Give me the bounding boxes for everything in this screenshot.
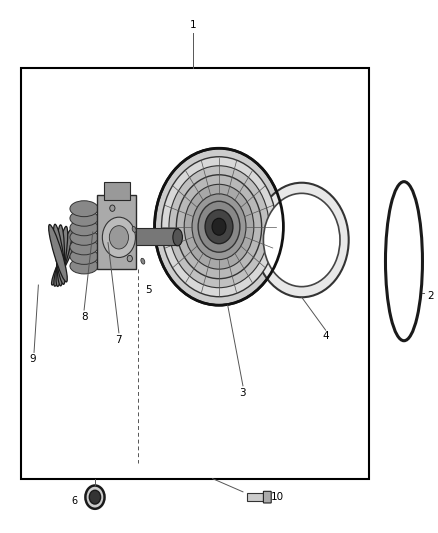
Circle shape (155, 148, 283, 305)
Ellipse shape (173, 229, 183, 246)
Ellipse shape (54, 229, 73, 286)
Text: 10: 10 (271, 492, 284, 502)
Text: 3: 3 (240, 387, 246, 398)
Text: 2: 2 (427, 290, 434, 301)
Ellipse shape (56, 227, 68, 286)
Circle shape (127, 255, 132, 262)
Ellipse shape (57, 225, 64, 286)
Text: 8: 8 (81, 312, 88, 322)
Circle shape (212, 218, 226, 235)
Ellipse shape (141, 259, 145, 264)
Circle shape (263, 193, 340, 287)
Circle shape (102, 217, 135, 257)
Text: 1: 1 (190, 20, 196, 30)
Ellipse shape (52, 232, 78, 285)
Ellipse shape (70, 239, 98, 255)
Ellipse shape (70, 229, 98, 245)
Circle shape (162, 157, 276, 297)
Ellipse shape (70, 211, 98, 226)
Circle shape (110, 225, 128, 249)
FancyBboxPatch shape (263, 491, 271, 503)
Ellipse shape (132, 227, 136, 232)
Text: 9: 9 (29, 354, 36, 364)
Text: 6: 6 (71, 496, 78, 506)
Ellipse shape (70, 248, 98, 264)
Ellipse shape (70, 201, 98, 216)
Text: 4: 4 (322, 332, 329, 342)
Bar (104, 182, 130, 200)
Ellipse shape (70, 258, 98, 274)
Bar (21, 68, 369, 479)
FancyBboxPatch shape (247, 494, 265, 501)
Text: 5: 5 (145, 285, 152, 295)
Ellipse shape (49, 224, 67, 282)
Circle shape (177, 175, 261, 279)
Circle shape (89, 490, 101, 504)
Circle shape (110, 205, 115, 212)
Circle shape (192, 194, 246, 260)
Circle shape (85, 486, 105, 509)
Circle shape (205, 210, 233, 244)
Text: 7: 7 (116, 335, 122, 345)
Circle shape (254, 183, 349, 297)
Circle shape (198, 201, 240, 252)
FancyBboxPatch shape (97, 195, 136, 269)
Ellipse shape (53, 224, 65, 284)
Circle shape (184, 184, 254, 269)
Bar (136, 228, 178, 245)
Circle shape (169, 166, 269, 288)
Ellipse shape (70, 220, 98, 236)
